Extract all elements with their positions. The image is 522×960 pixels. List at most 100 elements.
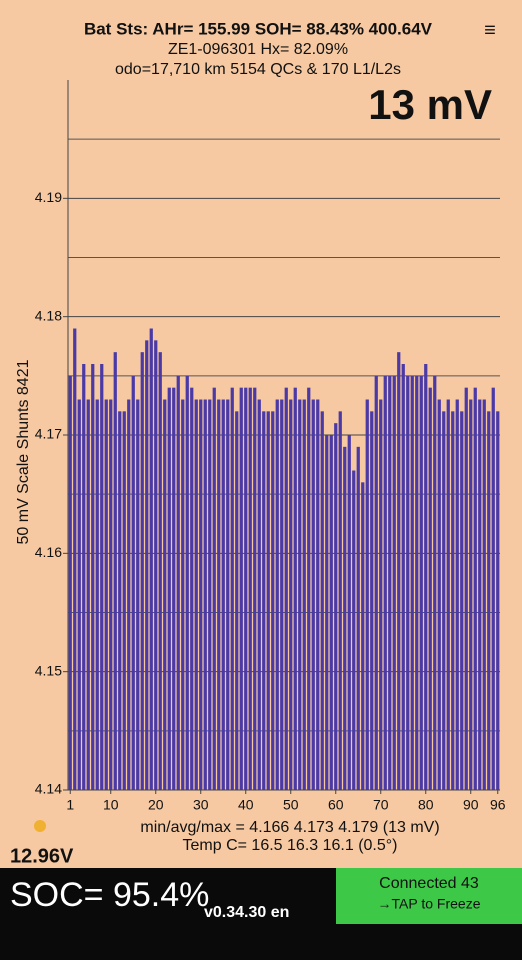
soc: SOC= 95.4% bbox=[10, 876, 209, 914]
x-tick-label: 50 bbox=[283, 797, 299, 813]
x-tick-label: 30 bbox=[193, 797, 209, 813]
bar bbox=[172, 387, 176, 790]
bar bbox=[199, 399, 203, 790]
bar bbox=[347, 435, 351, 790]
button-bg[interactable] bbox=[336, 868, 522, 924]
bar bbox=[428, 387, 432, 790]
bar bbox=[203, 399, 207, 790]
header-line: ZE1-096301 Hx= 82.09% bbox=[168, 41, 348, 58]
bar bbox=[293, 387, 297, 790]
bar bbox=[388, 375, 392, 790]
bar bbox=[446, 399, 450, 790]
y-tick-label: 4.19 bbox=[35, 189, 62, 205]
bar bbox=[451, 411, 455, 790]
bar bbox=[379, 399, 383, 790]
bar bbox=[352, 470, 356, 790]
bar bbox=[239, 387, 243, 790]
y-axis-label: 50 mV Scale Shunts 8421 bbox=[15, 359, 32, 544]
stats-line: min/avg/max = 4.166 4.173 4.179 (13 mV) bbox=[140, 819, 439, 836]
bar bbox=[284, 387, 288, 790]
bar bbox=[307, 387, 311, 790]
y-tick-label: 4.18 bbox=[35, 307, 62, 323]
version: v0.34.30 en bbox=[204, 904, 289, 921]
bar bbox=[473, 387, 477, 790]
bar bbox=[437, 399, 441, 790]
bar bbox=[397, 352, 401, 790]
bar bbox=[68, 375, 72, 790]
bar bbox=[248, 387, 252, 790]
bar bbox=[95, 399, 99, 790]
bar bbox=[208, 399, 212, 790]
bar bbox=[370, 411, 374, 790]
freeze-button[interactable]: Connected 43 →TAP to Freeze bbox=[336, 868, 522, 924]
bar bbox=[100, 364, 104, 790]
x-tick-label: 80 bbox=[418, 797, 434, 813]
x-tick-label: 1 bbox=[66, 797, 74, 813]
y-tick-label: 4.16 bbox=[35, 544, 62, 560]
bar bbox=[77, 399, 81, 790]
spread-label: 13 mV bbox=[368, 81, 492, 128]
bar bbox=[275, 399, 279, 790]
menu-icon[interactable]: ≡ bbox=[484, 19, 496, 41]
bar bbox=[140, 352, 144, 790]
bar bbox=[316, 399, 320, 790]
bar bbox=[356, 446, 360, 790]
bar bbox=[136, 399, 140, 790]
x-tick-label: 10 bbox=[103, 797, 119, 813]
bar bbox=[433, 375, 437, 790]
bar bbox=[424, 364, 428, 790]
bar bbox=[361, 482, 365, 790]
bar bbox=[442, 411, 446, 790]
bar bbox=[401, 364, 405, 790]
bar bbox=[122, 411, 126, 790]
bar bbox=[194, 399, 198, 790]
button-text[interactable]: →TAP to Freeze bbox=[378, 896, 481, 912]
x-tick-label: 70 bbox=[373, 797, 389, 813]
bar bbox=[325, 435, 329, 790]
bar bbox=[460, 411, 464, 790]
bar bbox=[221, 399, 225, 790]
bar bbox=[185, 375, 189, 790]
button-text[interactable]: Connected 43 bbox=[379, 875, 479, 892]
bar bbox=[131, 375, 135, 790]
bar bbox=[212, 387, 216, 790]
bar bbox=[374, 375, 378, 790]
x-tick-label: 90 bbox=[463, 797, 479, 813]
bar bbox=[392, 375, 396, 790]
bar bbox=[91, 364, 95, 790]
x-tick-label: 96 bbox=[490, 797, 506, 813]
bar bbox=[478, 399, 482, 790]
bar bbox=[145, 340, 149, 790]
y-tick-label: 4.15 bbox=[35, 662, 62, 678]
bar bbox=[343, 446, 347, 790]
bar bbox=[311, 399, 315, 790]
aux-voltage: 12.96V bbox=[10, 845, 74, 867]
bar bbox=[181, 399, 185, 790]
bar bbox=[482, 399, 486, 790]
header-line: odo=17,710 km 5154 QCs & 170 L1/L2s bbox=[115, 61, 401, 78]
bar bbox=[338, 411, 342, 790]
bar bbox=[271, 411, 275, 790]
temp-line: Temp C= 16.5 16.3 16.1 (0.5°) bbox=[183, 837, 398, 854]
bar bbox=[154, 340, 158, 790]
bar bbox=[464, 387, 468, 790]
bar bbox=[127, 399, 131, 790]
bar bbox=[262, 411, 266, 790]
bar bbox=[302, 399, 306, 790]
bar bbox=[86, 399, 90, 790]
bar bbox=[190, 387, 194, 790]
bar bbox=[176, 375, 180, 790]
bar bbox=[406, 375, 410, 790]
y-tick-label: 4.17 bbox=[35, 426, 62, 442]
bar bbox=[469, 399, 473, 790]
bar bbox=[329, 435, 333, 790]
bar bbox=[455, 399, 459, 790]
bar bbox=[415, 375, 419, 790]
bar bbox=[230, 387, 234, 790]
bar bbox=[82, 364, 86, 790]
bar bbox=[491, 387, 495, 790]
bar bbox=[104, 399, 108, 790]
bar bbox=[496, 411, 500, 790]
bar bbox=[334, 423, 338, 790]
